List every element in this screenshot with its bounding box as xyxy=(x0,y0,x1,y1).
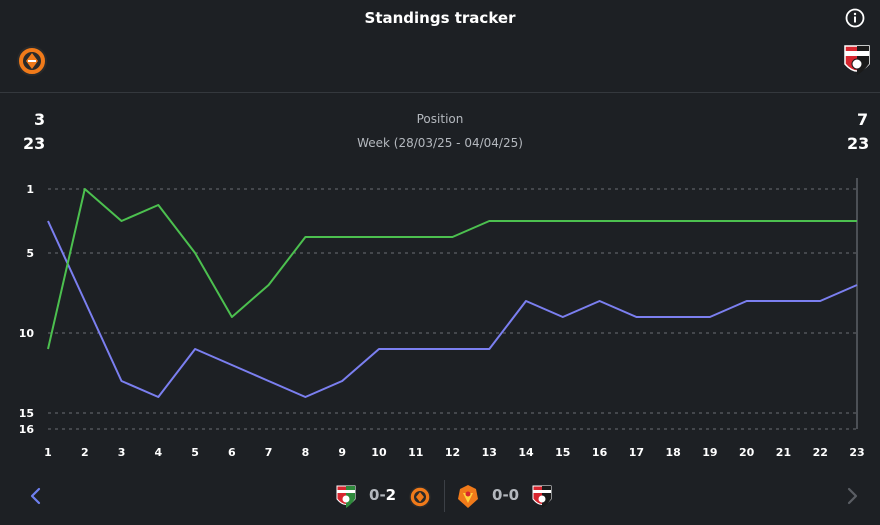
x-tick-label: 21 xyxy=(776,446,791,459)
match1-score-separator: - xyxy=(379,486,386,504)
y-tick-label: 16 xyxy=(19,423,35,436)
x-tick-label: 8 xyxy=(302,446,310,459)
x-tick-label: 16 xyxy=(592,446,608,459)
match2-score[interactable]: 0-0 xyxy=(492,486,519,504)
x-tick-label: 5 xyxy=(191,446,199,459)
match2-home-score: 0 xyxy=(492,486,503,504)
chevron-right-icon[interactable] xyxy=(840,482,864,510)
match2-score-separator: - xyxy=(502,486,509,504)
header: Standings tracker xyxy=(0,0,880,93)
home-position: 3 xyxy=(34,110,46,129)
week-range: Week (28/03/25 - 04/04/25) xyxy=(357,136,523,150)
y-tick-label: 1 xyxy=(26,183,34,196)
match1-score[interactable]: 0-2 xyxy=(369,486,396,504)
match-divider xyxy=(444,480,445,512)
x-tick-label: 3 xyxy=(118,446,126,459)
x-tick-label: 7 xyxy=(265,446,273,459)
page-title: Standings tracker xyxy=(364,9,516,27)
x-tick-label: 14 xyxy=(518,446,534,459)
chart-label: Position xyxy=(416,112,464,126)
x-tick-label: 22 xyxy=(813,446,828,459)
y-tick-label: 5 xyxy=(26,247,34,260)
veres-crest-icon xyxy=(532,485,552,508)
x-tick-label: 1 xyxy=(44,446,52,459)
veres-crest-icon[interactable] xyxy=(841,42,873,78)
home-series-line xyxy=(47,220,858,398)
x-tick-label: 11 xyxy=(408,446,423,459)
x-tick-label: 20 xyxy=(739,446,755,459)
shakhtar-crest-icon xyxy=(409,486,431,508)
x-tick-label: 15 xyxy=(555,446,570,459)
match1-away-score: 2 xyxy=(385,486,397,504)
away-position: 7 xyxy=(857,110,869,129)
away-series-line xyxy=(47,188,857,350)
x-tick-label: 4 xyxy=(154,446,162,459)
x-tick-label: 23 xyxy=(849,446,864,459)
chevron-left-icon[interactable] xyxy=(24,482,48,510)
info-icon[interactable] xyxy=(845,8,865,28)
y-tick-label: 15 xyxy=(19,407,34,420)
veres-crest-icon xyxy=(336,485,356,508)
opponent-crest-icon xyxy=(458,485,478,508)
x-tick-label: 18 xyxy=(665,446,680,459)
match2-away-score: 0 xyxy=(508,486,520,504)
home-total: 23 xyxy=(23,134,46,153)
x-tick-label: 10 xyxy=(371,446,387,459)
x-tick-label: 12 xyxy=(445,446,460,459)
away-total: 23 xyxy=(847,134,870,153)
x-tick-label: 2 xyxy=(81,446,89,459)
shakhtar-crest-icon[interactable] xyxy=(16,43,48,79)
x-tick-label: 9 xyxy=(338,446,346,459)
x-tick-label: 13 xyxy=(482,446,497,459)
footer: 0-2 0-0 xyxy=(0,470,880,525)
match1-home-score: 0 xyxy=(369,486,380,504)
x-tick-label: 6 xyxy=(228,446,236,459)
x-tick-label: 17 xyxy=(629,446,644,459)
y-tick-label: 10 xyxy=(19,327,35,340)
x-tick-label: 19 xyxy=(702,446,717,459)
